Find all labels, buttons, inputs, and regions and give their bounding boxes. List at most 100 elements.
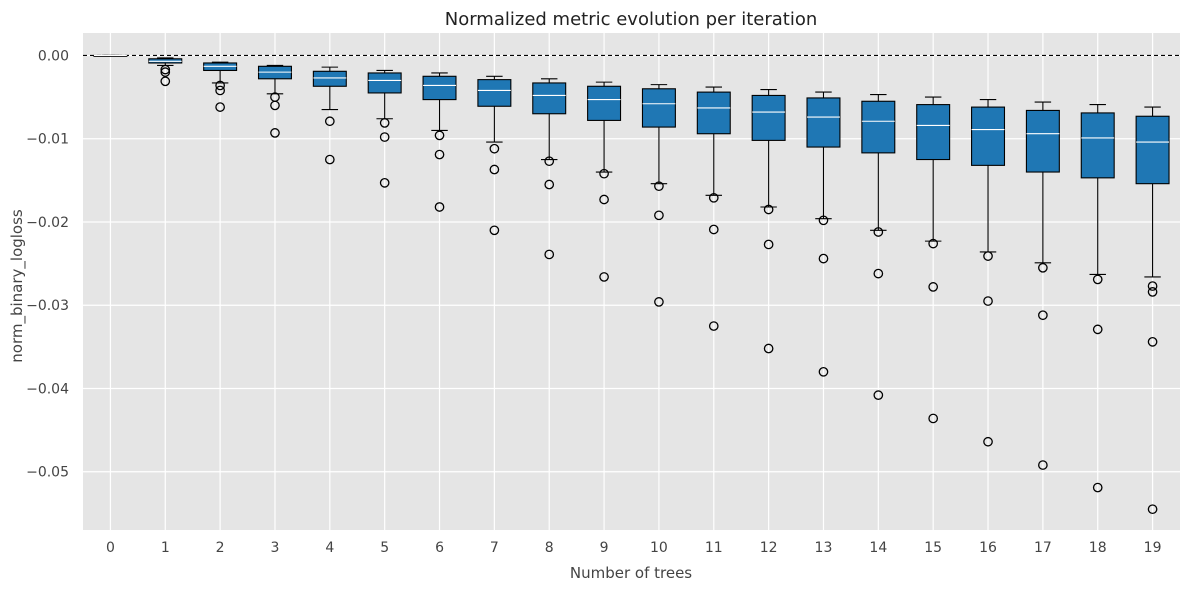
flier-point xyxy=(270,100,280,111)
flier-point xyxy=(983,296,993,306)
flier-point xyxy=(160,67,171,77)
box-body xyxy=(1135,115,1170,185)
flier-point xyxy=(215,102,225,112)
y-tick-label: −0.02 xyxy=(26,215,69,231)
flier-point xyxy=(1147,337,1158,347)
flier-point xyxy=(1038,310,1048,321)
box-8 xyxy=(532,78,567,260)
box-2 xyxy=(203,61,238,112)
box-14 xyxy=(861,94,896,400)
y-tick-label: −0.03 xyxy=(26,298,69,314)
flier-point xyxy=(544,249,555,260)
box-19 xyxy=(1135,106,1170,515)
x-tick-label: 14 xyxy=(869,540,887,556)
plot-area xyxy=(83,33,1180,530)
flier-point xyxy=(708,192,719,203)
flier-point xyxy=(1147,281,1158,291)
flier-point xyxy=(379,132,390,142)
x-tick-label: 11 xyxy=(705,540,723,556)
box-12 xyxy=(751,89,786,354)
x-tick-label: 12 xyxy=(760,540,778,556)
flier-point xyxy=(1147,287,1158,297)
x-tick-label: 15 xyxy=(924,540,942,556)
box-body xyxy=(587,85,622,121)
chart-title: Normalized metric evolution per iteratio… xyxy=(445,9,818,30)
flier-point xyxy=(928,282,939,292)
box-body xyxy=(1025,109,1060,173)
flier-point xyxy=(818,215,829,226)
flier-point xyxy=(1038,262,1048,273)
x-tick-label: 13 xyxy=(815,540,833,556)
box-body xyxy=(422,75,457,101)
flier-point xyxy=(818,366,829,377)
flier-point xyxy=(489,164,500,175)
x-tick-label: 6 xyxy=(435,540,444,556)
flier-point xyxy=(708,321,719,331)
flier-point xyxy=(379,177,390,188)
box-16 xyxy=(971,99,1006,447)
x-tick-label: 1 xyxy=(161,540,170,556)
box-10 xyxy=(641,84,676,307)
flier-point xyxy=(434,149,445,160)
box-body xyxy=(696,91,731,135)
flier-point xyxy=(1147,504,1158,515)
flier-point xyxy=(544,156,555,167)
flier-point xyxy=(160,76,171,87)
box-15 xyxy=(916,96,951,424)
box-9 xyxy=(587,81,622,282)
y-axis-label: norm_binary_logloss xyxy=(8,209,27,363)
x-tick-label: 5 xyxy=(380,540,389,556)
flier-point xyxy=(654,181,664,192)
flier-point xyxy=(215,85,225,96)
box-17 xyxy=(1025,101,1060,470)
y-tick-label: 0.00 xyxy=(38,48,69,64)
flier-point xyxy=(654,210,664,221)
box-body xyxy=(861,100,896,154)
x-tick-label: 9 xyxy=(600,540,609,556)
flier-point xyxy=(599,168,609,179)
x-tick-label: 3 xyxy=(271,540,280,556)
flier-point xyxy=(215,80,225,91)
flier-point xyxy=(599,194,609,205)
flier-point xyxy=(873,227,884,237)
flier-point xyxy=(983,251,993,261)
flier-point xyxy=(1092,274,1103,285)
box-4 xyxy=(312,66,347,165)
flier-point xyxy=(763,239,774,250)
box-body xyxy=(367,72,402,94)
box-body xyxy=(1080,112,1115,179)
box-0 xyxy=(93,54,128,57)
x-tick-label: 4 xyxy=(325,540,334,556)
box-5 xyxy=(367,69,402,188)
flier-point xyxy=(928,238,939,249)
box-body xyxy=(312,70,347,87)
x-tick-label: 18 xyxy=(1089,540,1107,556)
y-tick-label: −0.04 xyxy=(26,381,69,397)
box-body xyxy=(532,82,567,115)
boxes xyxy=(93,54,1170,515)
flier-point xyxy=(1092,324,1103,335)
flier-point xyxy=(763,343,774,354)
x-tick-labels: 0 1 2 3 4 5 6 7 8 9 10 11 12 13 14 15 16 17 18 19 xyxy=(106,540,1162,556)
box-body xyxy=(916,104,951,161)
flier-point xyxy=(818,253,829,264)
y-tick-label: −0.05 xyxy=(26,465,69,481)
box-3 xyxy=(257,64,292,138)
y-tick-labels: 0.00 −0.01 −0.02 −0.03 −0.04 −0.05 xyxy=(26,48,69,480)
flier-point xyxy=(324,154,335,165)
flier-point xyxy=(873,390,884,400)
x-tick-label: 8 xyxy=(545,540,554,556)
x-tick-label: 2 xyxy=(216,540,225,556)
flier-point xyxy=(379,118,390,128)
x-axis-label: Number of trees xyxy=(570,564,692,582)
y-tick-label: −0.01 xyxy=(26,132,69,148)
flier-point xyxy=(544,179,555,190)
x-tick-label: 17 xyxy=(1034,540,1052,556)
flier-point xyxy=(654,297,664,307)
x-tick-label: 19 xyxy=(1144,540,1162,556)
box-18 xyxy=(1080,104,1115,493)
box-body xyxy=(971,106,1006,166)
flier-point xyxy=(928,413,939,424)
